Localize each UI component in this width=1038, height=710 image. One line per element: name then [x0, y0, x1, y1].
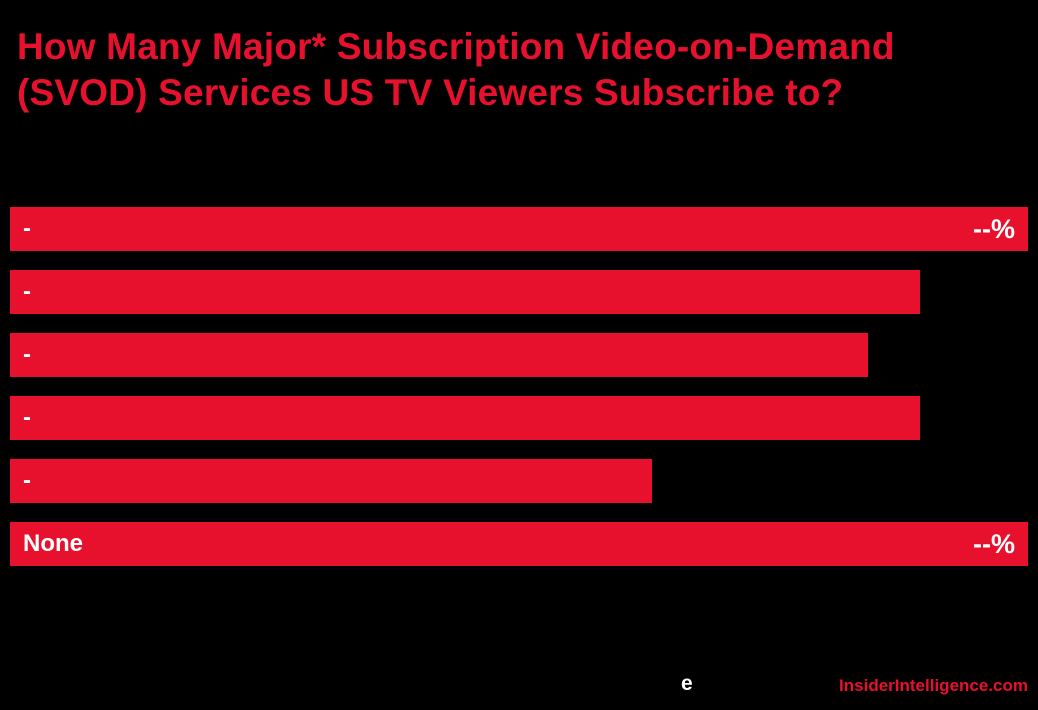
bar: None --%	[10, 522, 1028, 566]
chart-title: How Many Major* Subscription Video-on-De…	[17, 26, 895, 113]
bar-category-label: -	[23, 215, 31, 242]
bar-category-label: -	[23, 341, 31, 368]
bar-row: -	[10, 459, 1028, 503]
bar-value-label: --%	[973, 213, 1015, 244]
bar-category-label: None	[23, 530, 83, 557]
bar-row: -	[10, 396, 1028, 440]
bar-row: None --%	[10, 522, 1028, 566]
bar-chart: - --% - - - - None --%	[10, 207, 1028, 585]
bar-category-label: -	[23, 278, 31, 305]
bar: -	[10, 459, 653, 503]
bar: -	[10, 270, 921, 314]
insider-intelligence-brand: InsiderIntelligence.com	[839, 676, 1028, 695]
bar-category-label: -	[23, 404, 31, 431]
emarketer-e-logo: e	[681, 672, 693, 695]
bar: - --%	[10, 207, 1028, 251]
bar-row: -	[10, 270, 1028, 314]
bar-category-label: -	[23, 467, 31, 494]
bar: -	[10, 333, 869, 377]
bar-row: - --%	[10, 207, 1028, 251]
bar: -	[10, 396, 921, 440]
bar-row: -	[10, 333, 1028, 377]
bar-value-label: --%	[973, 528, 1015, 559]
